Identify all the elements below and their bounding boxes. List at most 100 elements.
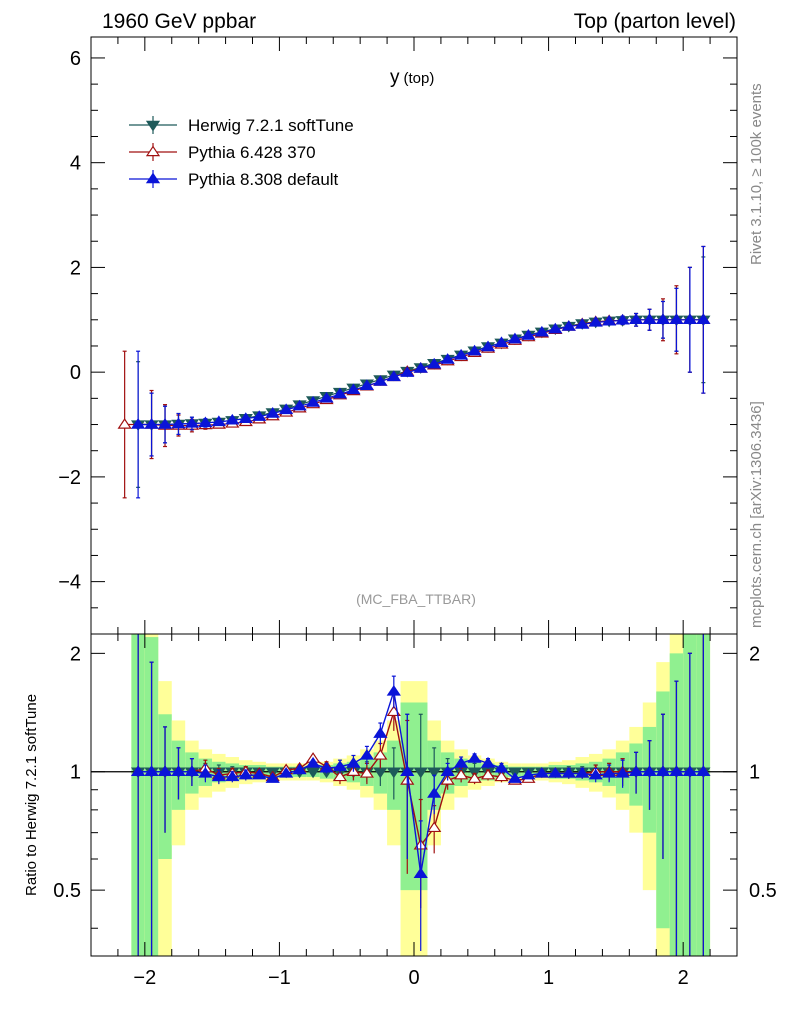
data-point bbox=[588, 315, 603, 327]
plot-title-main: y bbox=[390, 67, 400, 88]
ratio-point bbox=[238, 768, 253, 780]
ratio-point bbox=[467, 772, 482, 783]
ratio-point bbox=[157, 765, 173, 776]
ratio-point bbox=[628, 765, 644, 776]
ratio-point bbox=[642, 765, 657, 776]
ratio-point bbox=[453, 768, 469, 780]
data-point bbox=[602, 314, 617, 326]
rivet-label: Rivet 3.1.10, ≥ 100k events bbox=[748, 83, 765, 265]
data-point bbox=[413, 362, 428, 373]
ratio-series-layer bbox=[91, 634, 737, 956]
data-point bbox=[480, 340, 496, 352]
data-point bbox=[642, 313, 657, 324]
data-point bbox=[467, 344, 482, 356]
data-point bbox=[117, 418, 132, 429]
x-tick-label: 1 bbox=[543, 967, 554, 989]
legend: Herwig 7.2.1 softTune Pythia 6.428 370 Pyt… bbox=[129, 116, 354, 189]
data-point bbox=[386, 370, 401, 382]
ratio-series-2 bbox=[130, 634, 711, 956]
data-point bbox=[130, 418, 146, 429]
x-tick-label: −2 bbox=[133, 967, 156, 989]
ratio-point bbox=[359, 748, 375, 760]
legend-label: Pythia 8.308 default bbox=[188, 170, 339, 189]
ratio-point bbox=[561, 766, 576, 778]
ratio-y-tick-label: 0.5 bbox=[53, 880, 81, 902]
mcplots-label: mcplots.cern.ch [arXiv:1306.3436] bbox=[748, 401, 765, 628]
data-point bbox=[440, 353, 455, 364]
data-point bbox=[157, 418, 173, 429]
ratio-point bbox=[198, 766, 213, 778]
ratio-point bbox=[319, 761, 334, 773]
ratio-point bbox=[130, 765, 146, 776]
legend-marker bbox=[145, 120, 161, 132]
y-tick-label: 2 bbox=[70, 257, 81, 279]
ratio-point bbox=[507, 772, 523, 783]
ratio-point bbox=[548, 766, 563, 778]
data-point bbox=[669, 313, 684, 324]
main-axes: −4 −2 0 2 4 6 bbox=[58, 37, 738, 635]
ratio-point bbox=[682, 765, 698, 776]
plot-title-sub: (top) bbox=[404, 70, 435, 87]
ratio-point bbox=[480, 756, 496, 768]
data-point bbox=[696, 313, 711, 324]
ratio-ylabel: Ratio to Herwig 7.2.1 softTune bbox=[23, 694, 40, 896]
ratio-y-tick-label-right: 2 bbox=[749, 643, 760, 665]
legend-label: Herwig 7.2.1 softTune bbox=[188, 116, 354, 135]
x-tick-label: 2 bbox=[678, 967, 689, 989]
ratio-point bbox=[252, 768, 267, 780]
y-tick-label: −4 bbox=[58, 572, 81, 594]
ratio-point bbox=[427, 821, 442, 833]
data-point bbox=[561, 320, 576, 331]
data-point bbox=[548, 322, 563, 334]
ratio-point bbox=[467, 752, 482, 763]
ratio-point bbox=[427, 767, 442, 779]
data-point bbox=[346, 383, 361, 395]
x-tick-label: −1 bbox=[268, 967, 291, 989]
ratio-point bbox=[171, 765, 186, 776]
data-point bbox=[305, 396, 321, 407]
ratio-point bbox=[602, 766, 617, 778]
ratio-point bbox=[386, 684, 401, 696]
analysis-tag: (MC_FBA_TTBAR) bbox=[356, 591, 476, 607]
data-point bbox=[682, 313, 698, 324]
data-point bbox=[507, 332, 523, 344]
data-point bbox=[225, 413, 240, 425]
data-point bbox=[211, 415, 226, 427]
data-point bbox=[453, 348, 469, 360]
y-tick-label: 6 bbox=[70, 48, 81, 70]
data-point bbox=[265, 407, 280, 418]
ratio-panel: −2 −1 0 1 2 0.5 0.5 1 1 2 2 Ratio to Herwig 7.2.1 … bbox=[23, 633, 777, 989]
data-point bbox=[198, 416, 213, 428]
data-point bbox=[427, 357, 442, 369]
y-tick-label: −2 bbox=[58, 467, 81, 489]
ratio-point bbox=[655, 765, 671, 776]
ratio-point bbox=[332, 760, 348, 771]
ratio-point bbox=[332, 770, 348, 782]
ratio-point bbox=[292, 763, 307, 775]
ratio-point bbox=[184, 765, 200, 776]
ratio-point bbox=[615, 766, 630, 778]
data-point bbox=[238, 412, 253, 423]
header-right: Top (parton level) bbox=[574, 10, 736, 33]
ratio-point bbox=[453, 756, 469, 768]
ratio-y-tick-label-right: 0.5 bbox=[749, 880, 777, 902]
ratio-point bbox=[440, 765, 455, 776]
ratio-point bbox=[696, 765, 711, 776]
ratio-point bbox=[400, 765, 415, 776]
data-point bbox=[359, 379, 375, 390]
data-point bbox=[279, 403, 294, 415]
data-point bbox=[534, 325, 549, 337]
ratio-point bbox=[359, 766, 375, 778]
x-tick-label: 0 bbox=[408, 967, 419, 989]
ratio-point bbox=[373, 748, 388, 760]
ratio-point bbox=[279, 766, 294, 778]
legend-label: Pythia 6.428 370 bbox=[188, 143, 316, 162]
data-point bbox=[252, 410, 267, 421]
data-point bbox=[615, 313, 630, 325]
ratio-point bbox=[305, 756, 321, 768]
ratio-point bbox=[413, 767, 428, 779]
ratio-point bbox=[225, 770, 240, 782]
ratio-point bbox=[386, 767, 401, 779]
data-point bbox=[521, 329, 536, 340]
